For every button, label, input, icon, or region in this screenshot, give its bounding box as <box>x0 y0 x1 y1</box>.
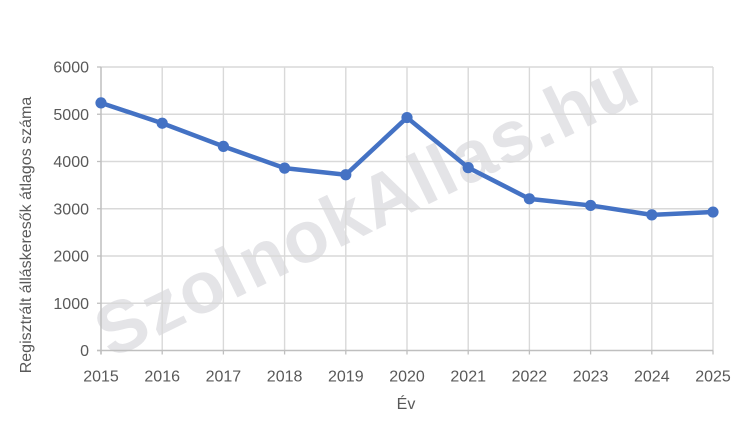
x-tick-label: 2018 <box>267 369 303 386</box>
x-tick-label: 2017 <box>206 369 242 386</box>
x-tick-label: 2019 <box>328 369 364 386</box>
y-tick-label: 0 <box>80 343 89 360</box>
y-tick-label: 1000 <box>53 296 89 313</box>
data-point-marker <box>401 111 413 124</box>
data-point-marker <box>523 193 536 205</box>
y-tick-label: 2000 <box>53 249 89 266</box>
data-point-marker <box>279 162 291 174</box>
data-point-marker <box>585 199 597 212</box>
x-axis-title: Év <box>396 396 416 413</box>
data-point-marker <box>156 117 168 129</box>
y-tick-label: 5000 <box>53 107 89 124</box>
data-point-marker <box>707 206 719 218</box>
x-tick-label: 2025 <box>695 369 731 386</box>
y-tick-label: 3000 <box>53 201 89 218</box>
y-tick-label: 4000 <box>53 154 89 171</box>
data-point-marker <box>340 169 352 181</box>
x-tick-label: 2022 <box>512 369 548 386</box>
y-axis-title: Regisztrált álláskeresők átlagos száma <box>18 96 35 374</box>
data-point-marker <box>646 209 658 221</box>
data-point-marker <box>462 162 474 174</box>
x-tick-label: 2020 <box>389 369 425 386</box>
x-tick-label: 2024 <box>634 369 670 386</box>
x-tick-label: 2015 <box>83 369 119 386</box>
x-tick-label: 2021 <box>450 369 486 386</box>
data-point-marker <box>95 97 107 109</box>
data-point-marker <box>217 140 229 152</box>
x-tick-label: 2023 <box>573 369 609 386</box>
x-tick-label: 2016 <box>144 369 180 386</box>
y-tick-label: 6000 <box>53 60 89 77</box>
